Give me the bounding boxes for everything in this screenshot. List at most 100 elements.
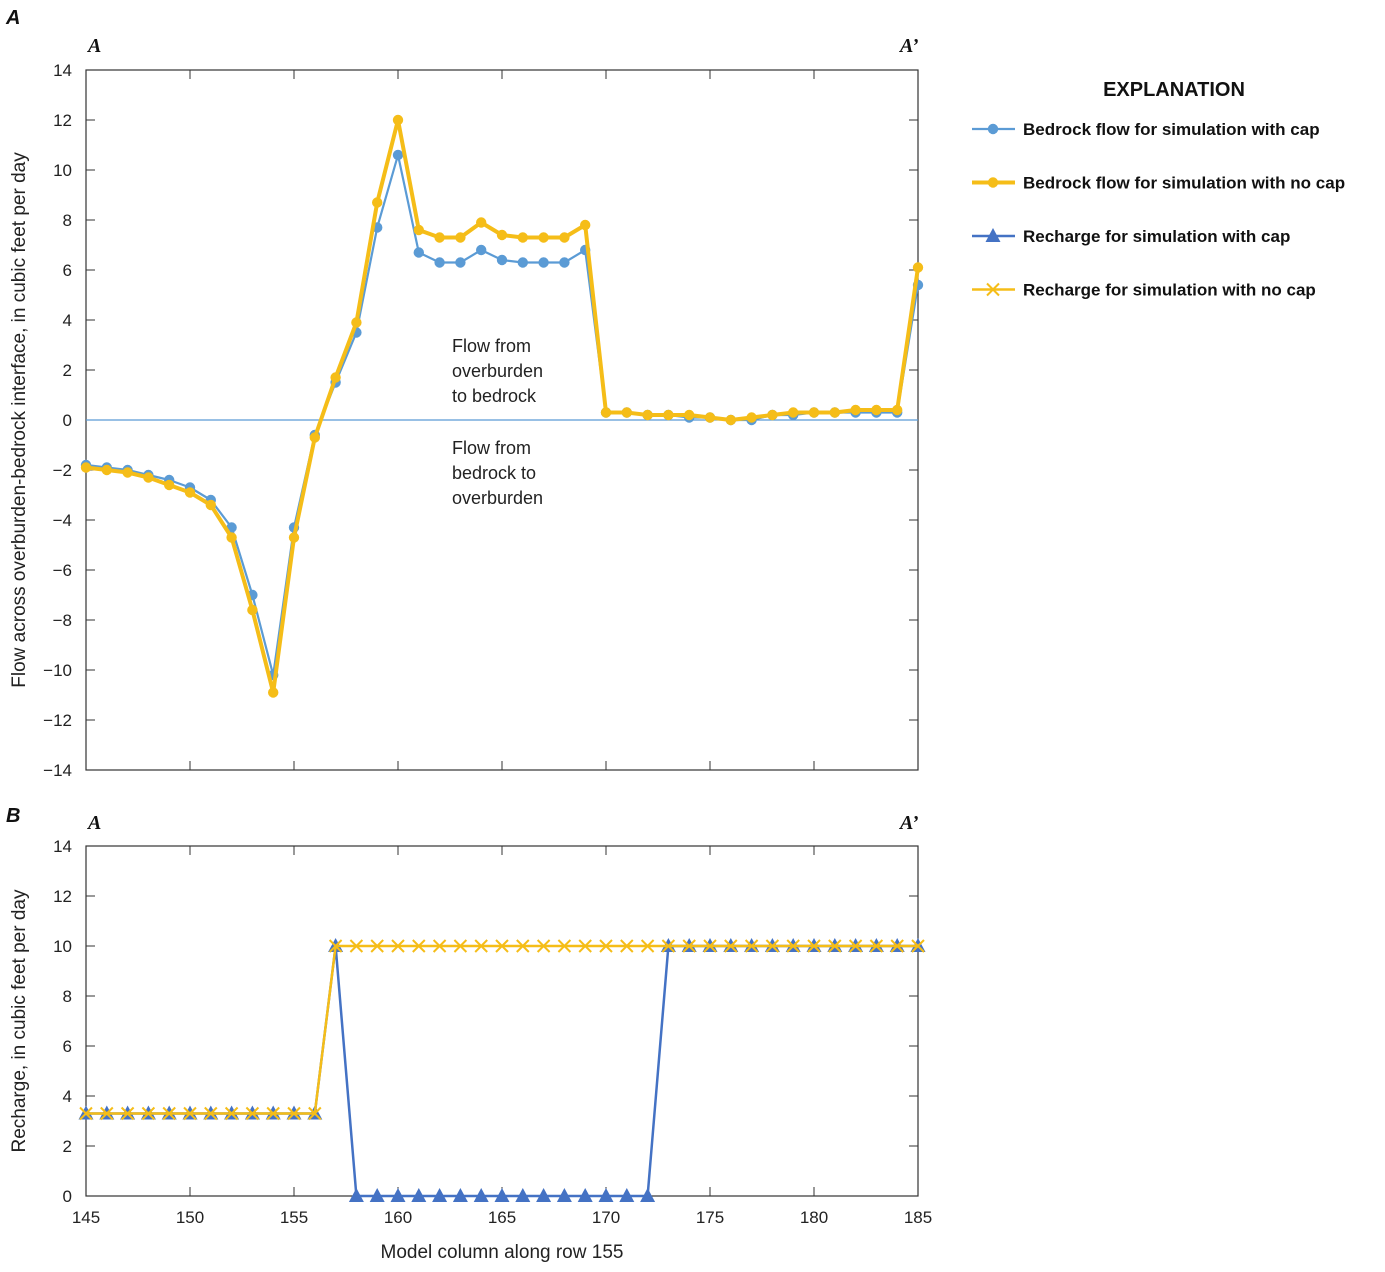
data-point-cap-recharge (411, 1188, 427, 1202)
data-point-nocap-recharge (495, 939, 509, 953)
series-line-cap-recharge (86, 944, 918, 1198)
data-point-nocap-recharge (807, 939, 821, 953)
data-point-cap-flow (455, 257, 466, 268)
data-point-nocap-recharge (287, 1106, 301, 1121)
annotation-upper-line2: overburden (452, 361, 543, 381)
data-point-nocap-recharge (370, 939, 384, 953)
legend-label: Bedrock flow for simulation with cap (1023, 120, 1320, 139)
y-tick-label: 2 (63, 361, 72, 380)
y-tick-label: 6 (63, 261, 72, 280)
data-point-nocap-recharge (869, 939, 884, 953)
data-point-nocap-recharge (682, 939, 696, 953)
data-point-nocap-recharge (703, 939, 717, 953)
data-point-nocap-flow (684, 409, 695, 421)
data-point-nocap-flow (309, 432, 320, 443)
data-point-cap-recharge (348, 1188, 364, 1202)
data-point-cap-flow (434, 257, 445, 268)
y-tick-label: 14 (53, 61, 72, 80)
data-point-nocap-recharge (848, 939, 863, 953)
legend-label: Recharge for simulation with no cap (1023, 281, 1316, 300)
data-point-nocap-flow (725, 414, 736, 426)
panel-a-letter: A (5, 7, 20, 29)
y-tick-label: 0 (63, 1187, 72, 1206)
data-point-nocap-recharge (474, 939, 488, 953)
data-point-cap-recharge (640, 1188, 656, 1202)
data-point-nocap-flow (247, 604, 258, 616)
data-point-nocap-recharge (599, 939, 613, 953)
data-point-nocap-recharge (245, 1106, 260, 1121)
data-point-nocap-flow (746, 412, 757, 423)
x-tick-label: 150 (176, 1208, 204, 1227)
data-point-nocap-recharge (640, 939, 655, 953)
series-line-nocap-recharge (86, 944, 918, 1115)
data-point-cap-recharge (556, 1188, 572, 1202)
y-tick-label: 14 (53, 837, 72, 856)
data-point-nocap-flow (184, 487, 196, 498)
y-tick-label: −10 (43, 661, 72, 680)
data-point-nocap-recharge (141, 1106, 156, 1121)
data-point-nocap-flow (122, 467, 133, 478)
y-tick-label: −6 (53, 561, 72, 580)
y-tick-label: 6 (63, 1037, 72, 1056)
data-point-nocap-recharge (765, 939, 780, 953)
data-point-nocap-flow (434, 232, 445, 243)
panel-b-tick-labels: 0 2 4 6 8 10 12 14 145 150 155 160 165 170 175 180 185 (53, 837, 932, 1227)
x-tick-label: 170 (592, 1208, 620, 1227)
legend-swatch-marker (985, 228, 1001, 242)
data-point-nocap-flow (413, 224, 424, 236)
data-point-cap-flow (559, 257, 570, 268)
y-tick-label: 10 (53, 937, 72, 956)
data-point-nocap-recharge (578, 939, 592, 953)
panel-a-section-right: A’ (898, 35, 919, 57)
data-point-nocap-flow (621, 407, 632, 418)
legend-swatch-marker (987, 177, 999, 188)
y-tick-label: 8 (63, 211, 72, 230)
x-tick-label: 155 (280, 1208, 308, 1227)
data-point-nocap-recharge (432, 939, 447, 953)
data-point-nocap-flow (288, 532, 300, 543)
legend-items: Bedrock flow for simulation with cap Bedr… (972, 120, 1345, 300)
panel-b-ticks (85, 845, 919, 1197)
data-point-nocap-flow (268, 687, 279, 698)
data-point-cap-flow (538, 257, 549, 268)
data-point-nocap-flow (808, 407, 820, 418)
panel-b-section-right: A’ (898, 812, 919, 834)
data-point-nocap-flow (164, 479, 175, 491)
data-point-cap-recharge (390, 1188, 406, 1202)
data-point-nocap-recharge (349, 939, 364, 953)
data-point-cap-recharge (577, 1188, 593, 1202)
panel-a-series (80, 114, 924, 698)
data-point-nocap-flow (788, 407, 799, 418)
y-tick-label: 0 (63, 411, 72, 430)
data-point-cap-recharge (619, 1188, 635, 1202)
data-point-nocap-flow (767, 409, 778, 421)
data-point-nocap-flow (143, 472, 154, 483)
panel-b-frame (85, 845, 919, 1197)
panel-b-letter: B (6, 805, 20, 827)
data-point-cap-recharge (452, 1188, 468, 1202)
data-point-nocap-recharge (557, 939, 572, 953)
data-point-nocap-flow (559, 232, 570, 243)
data-point-nocap-flow (80, 462, 92, 473)
data-point-nocap-flow (517, 232, 528, 243)
annotation-upper-line1: Flow from (452, 336, 531, 356)
data-point-nocap-recharge (162, 1106, 176, 1121)
x-tick-label: 165 (488, 1208, 516, 1227)
data-point-nocap-recharge (786, 939, 800, 953)
data-point-nocap-flow (892, 404, 903, 416)
data-point-nocap-flow (101, 464, 113, 476)
y-tick-label: 12 (53, 111, 72, 130)
x-tick-label: 180 (800, 1208, 828, 1227)
data-point-nocap-flow (455, 232, 466, 243)
data-point-nocap-flow (600, 407, 612, 418)
data-point-nocap-flow (372, 197, 383, 208)
legend-label: Recharge for simulation with cap (1023, 227, 1290, 246)
legend-swatch-marker (986, 282, 1000, 297)
data-point-cap-flow (517, 257, 528, 268)
data-point-nocap-flow (330, 372, 341, 383)
y-tick-label: 12 (53, 887, 72, 906)
data-point-nocap-flow (704, 412, 716, 423)
panel-b-chart: 0 2 4 6 8 10 12 14 145 150 155 160 165 170 175 180 185 R… (9, 837, 932, 1263)
data-point-nocap-recharge (391, 939, 405, 953)
